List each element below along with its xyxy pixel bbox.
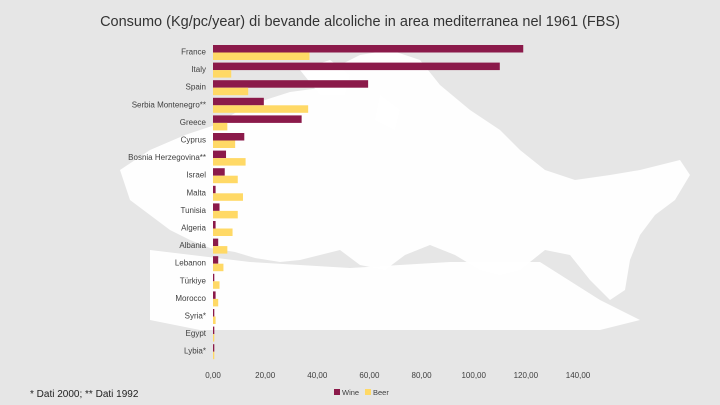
bar-wine [213, 344, 215, 352]
category-label: Spain [186, 83, 206, 92]
bar-wine [213, 238, 219, 247]
bar-beer [213, 281, 220, 289]
bar-beer [213, 193, 243, 201]
category-label: Algeria [181, 224, 206, 233]
bar-wine [213, 97, 264, 106]
bar-wine [213, 326, 215, 335]
bars-layer [213, 45, 524, 360]
category-label: Israel [186, 171, 206, 180]
category-labels: France Italy Spain Serbia Montenegro** Greec… [128, 48, 207, 356]
bar-beer [213, 70, 232, 78]
chart-title: Consumo (Kg/pc/year) di bevande alcolich… [100, 14, 620, 30]
category-label: Serbia Montenegro** [132, 100, 206, 109]
x-tick-label: 40,00 [307, 371, 328, 380]
bar-beer [213, 140, 236, 148]
category-label: Tunisia [181, 206, 207, 215]
legend-label-beer: Beer [373, 388, 389, 397]
bar-wine [213, 203, 220, 211]
category-label: Cyprus [181, 136, 206, 145]
bar-wine [213, 185, 216, 194]
bar-beer [213, 175, 238, 184]
footnote: * Dati 2000; ** Dati 1992 [30, 389, 139, 400]
bar-wine [213, 291, 216, 299]
legend-swatch-wine [334, 389, 340, 395]
category-label: France [181, 48, 206, 57]
bar-beer [213, 263, 224, 272]
category-label: Greece [180, 118, 207, 127]
x-tick-label: 20,00 [255, 371, 276, 380]
bar-wine [213, 150, 227, 159]
bar-beer [213, 334, 215, 342]
bar-beer [213, 316, 216, 324]
category-label: Morocco [175, 294, 206, 303]
bar-beer [213, 105, 309, 113]
bar-wine [213, 45, 524, 53]
bar-wine [213, 115, 302, 123]
bar-beer [213, 351, 215, 360]
bar-wine [213, 221, 216, 229]
legend: Wine Beer [334, 388, 389, 397]
legend-label-wine: Wine [342, 388, 359, 397]
bar-beer [213, 246, 228, 254]
bar-wine [213, 168, 225, 176]
x-tick-label: 80,00 [412, 371, 433, 380]
bar-beer [213, 52, 310, 60]
x-tick-label: 100,00 [461, 371, 486, 380]
category-label: Bosnia Herzegovina** [128, 153, 206, 162]
category-label: Italy [191, 65, 206, 74]
category-label: Lebanon [175, 259, 206, 268]
bar-beer [213, 210, 238, 219]
bar-wine [213, 309, 215, 317]
x-tick-label: 60,00 [359, 371, 380, 380]
category-label: Syria* [185, 312, 206, 321]
bar-wine [213, 256, 219, 264]
category-label: Lybia* [184, 347, 206, 356]
bar-beer [213, 228, 233, 236]
bar-beer [213, 87, 249, 96]
x-tick-label: 140,00 [566, 371, 591, 380]
category-label: Egypt [186, 329, 207, 338]
x-axis-ticks: 0,00 20,00 40,00 60,00 80,00 100,00 120,00 140,… [205, 371, 591, 380]
bar-wine [213, 62, 500, 71]
category-label: Türkiye [180, 276, 207, 285]
bar-wine [213, 80, 369, 88]
bar-beer [213, 158, 246, 166]
x-tick-label: 0,00 [205, 371, 221, 380]
category-label: Malta [186, 188, 206, 197]
bar-wine [213, 133, 245, 141]
bar-wine [213, 273, 215, 282]
x-tick-label: 120,00 [514, 371, 539, 380]
bar-beer [213, 298, 219, 307]
legend-swatch-beer [365, 389, 371, 395]
category-label: Albania [179, 241, 206, 250]
bar-beer [213, 122, 228, 131]
